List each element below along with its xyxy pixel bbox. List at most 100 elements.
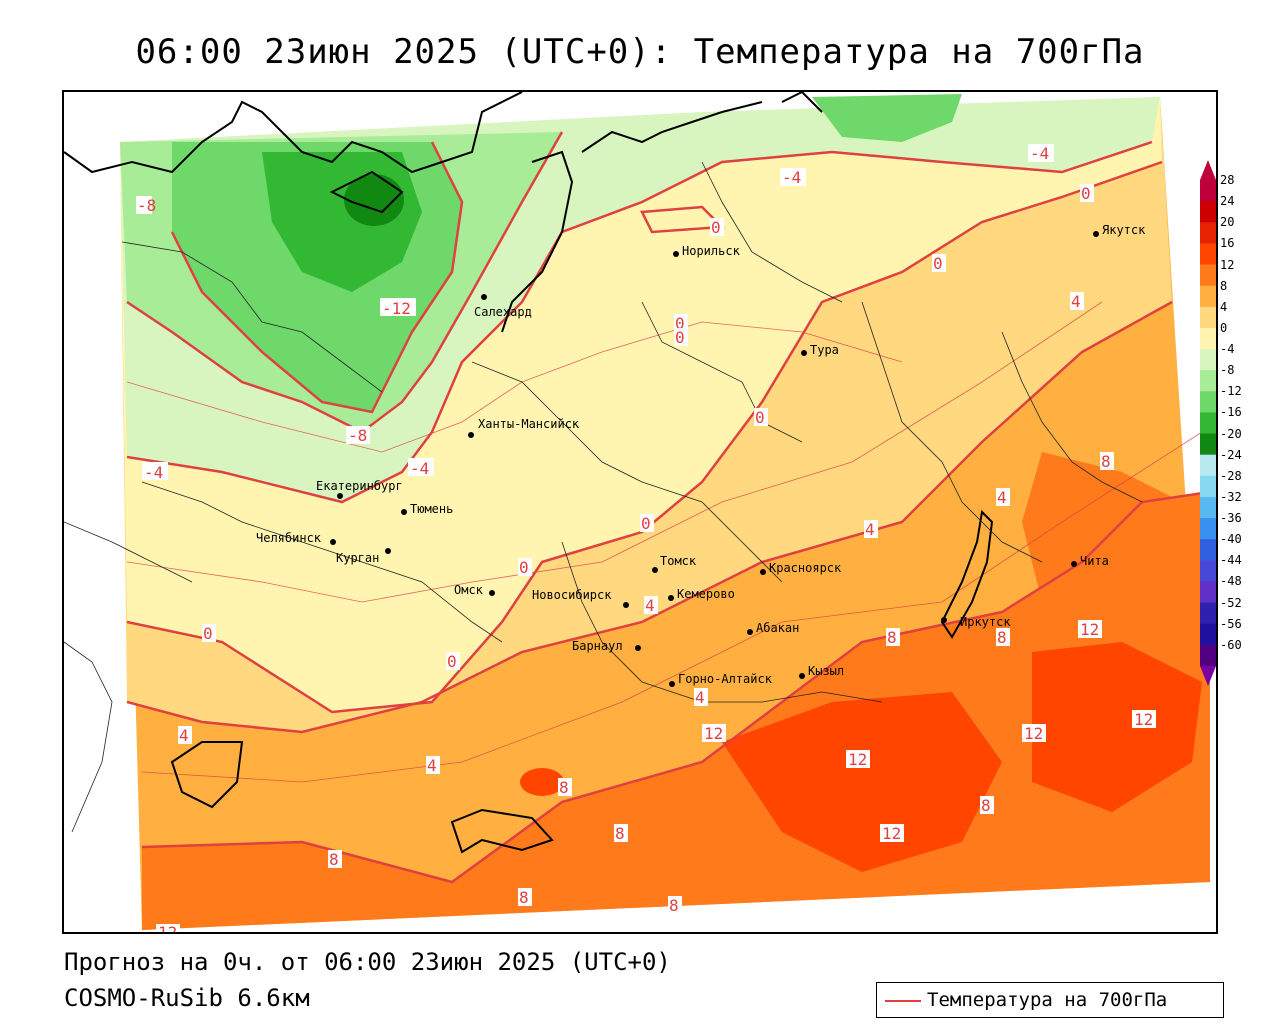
legend: Температура на 700гПа <box>876 982 1224 1018</box>
city-label: Челябинск <box>256 531 322 545</box>
colorbar-tick-label: -24 <box>1220 447 1242 462</box>
city-label: Ханты-Мансийск <box>478 417 580 431</box>
svg-text:4: 4 <box>865 520 875 539</box>
contour-lines <box>126 131 1211 884</box>
city-label: Екатеринбург <box>316 479 403 493</box>
colorbar-cell <box>1200 306 1216 329</box>
colorbar-tick-label: -36 <box>1220 511 1242 526</box>
zone-ne-green <box>812 94 962 142</box>
svg-text:0: 0 <box>755 408 765 427</box>
svg-text:12: 12 <box>882 824 901 843</box>
svg-text:12: 12 <box>1080 620 1099 639</box>
svg-text:0: 0 <box>711 218 721 237</box>
colorbar-cell <box>1200 475 1216 498</box>
city-label: Абакан <box>756 621 799 635</box>
admin-borders <box>64 161 1143 833</box>
colorbar-tick-label: -56 <box>1220 616 1242 631</box>
city-label: Красноярск <box>769 561 842 575</box>
colorbar-cell <box>1200 560 1216 582</box>
svg-text:-8: -8 <box>137 196 156 215</box>
colorbar-tick-label: 12 <box>1220 257 1235 272</box>
svg-text:8: 8 <box>1101 452 1111 471</box>
legend-label: Температура на 700гПа <box>927 989 1168 1011</box>
city-label: Иркутск <box>960 615 1011 629</box>
coastline <box>64 92 994 854</box>
city-layer: Норильск Якутск Салехард Тура Ханты-Манс… <box>256 223 1146 687</box>
colorbar-cell <box>1200 349 1216 371</box>
colorbar-tick-label: -20 <box>1220 426 1242 441</box>
svg-text:8: 8 <box>615 824 625 843</box>
colorbar-tick-label: -32 <box>1220 489 1242 504</box>
forecast-caption: Прогноз на 0ч. от 06:00 23июн 2025 (UTC+… <box>64 948 671 976</box>
city-label: Чита <box>1080 554 1109 568</box>
svg-text:0: 0 <box>1081 184 1091 203</box>
colorbar-tick-label: 4 <box>1220 299 1228 314</box>
colorbar-tick-label: -16 <box>1220 405 1242 420</box>
colorbar-cell <box>1200 644 1216 667</box>
svg-text:0: 0 <box>675 328 685 347</box>
svg-text:-8: -8 <box>348 426 367 445</box>
svg-text:0: 0 <box>675 314 685 333</box>
colorbar-cell <box>1200 518 1216 540</box>
city-label: Барнаул <box>572 639 623 653</box>
svg-text:-12: -12 <box>382 299 411 318</box>
model-caption: COSMO-RuSib 6.6км <box>64 984 310 1012</box>
city-label: Кемерово <box>677 587 735 601</box>
city-label: Омск <box>454 583 484 597</box>
map-canvas: Норильск Якутск Салехард Тура Ханты-Манс… <box>64 92 1216 932</box>
contour-label-layer: -8 -12 -8 -4 -4 -4 -4 0 0 0 0 0 0 0 0 0 … <box>136 144 1156 932</box>
colorbar-tick-label: -52 <box>1220 595 1242 610</box>
colorbar-cell <box>1200 391 1216 413</box>
colorbar-cell <box>1200 539 1216 561</box>
colorbar-cell <box>1200 496 1216 519</box>
colorbar-cell <box>1200 433 1216 456</box>
colorbar-cell <box>1200 412 1216 435</box>
city-label: Тюмень <box>410 502 453 516</box>
colorbar-tick-label: -8 <box>1220 363 1235 378</box>
svg-text:12: 12 <box>704 724 723 743</box>
colorbar-tick-label: 28 <box>1220 173 1235 187</box>
colorbar-cell <box>1200 327 1216 350</box>
zone-12-east <box>1032 642 1202 812</box>
svg-text:-4: -4 <box>1030 144 1049 163</box>
svg-text:4: 4 <box>427 756 437 775</box>
city-label: Якутск <box>1102 223 1146 237</box>
colorbar-tick-label: -60 <box>1220 637 1242 652</box>
colorbar-cell <box>1200 602 1216 625</box>
svg-text:8: 8 <box>981 796 991 815</box>
colorbar-tick-label: -48 <box>1220 574 1242 589</box>
svg-text:8: 8 <box>997 628 1007 647</box>
colorbar-cell <box>1200 581 1216 604</box>
zone-12-south <box>722 692 1002 872</box>
svg-text:-4: -4 <box>144 463 163 482</box>
city-label: Курган <box>336 551 379 565</box>
svg-text:0: 0 <box>519 558 529 577</box>
svg-text:0: 0 <box>447 652 457 671</box>
svg-text:0: 0 <box>933 254 943 273</box>
svg-text:4: 4 <box>695 688 705 707</box>
svg-text:4: 4 <box>179 726 189 745</box>
legend-line-swatch <box>885 1000 921 1002</box>
svg-text:-4: -4 <box>410 459 429 478</box>
city-label: Норильск <box>682 244 741 258</box>
svg-text:12: 12 <box>1024 724 1043 743</box>
colorbar-tick-label: -44 <box>1220 553 1242 568</box>
svg-text:8: 8 <box>519 888 529 907</box>
colorbar-cell <box>1200 264 1216 287</box>
city-label: Томск <box>660 554 697 568</box>
colorbar-cell <box>1200 370 1216 392</box>
colorbar-tick-label: 16 <box>1220 236 1235 251</box>
colorbar-tick-label: -40 <box>1220 532 1242 547</box>
colorbar-tick-label: 24 <box>1220 194 1235 209</box>
city-label: Горно-Алтайск <box>678 672 773 686</box>
map-title: 06:00 23июн 2025 (UTC+0): Температура на… <box>135 32 1145 72</box>
svg-text:12: 12 <box>158 923 177 932</box>
colorbar-tick-label: 0 <box>1220 320 1228 335</box>
colorbar-cell <box>1200 180 1216 202</box>
svg-text:0: 0 <box>203 624 213 643</box>
colorbar-cell <box>1200 285 1216 308</box>
svg-text:12: 12 <box>1134 710 1153 729</box>
svg-text:4: 4 <box>1071 292 1081 311</box>
colorbar-tick-label: -28 <box>1220 468 1242 483</box>
svg-text:0: 0 <box>641 514 651 533</box>
